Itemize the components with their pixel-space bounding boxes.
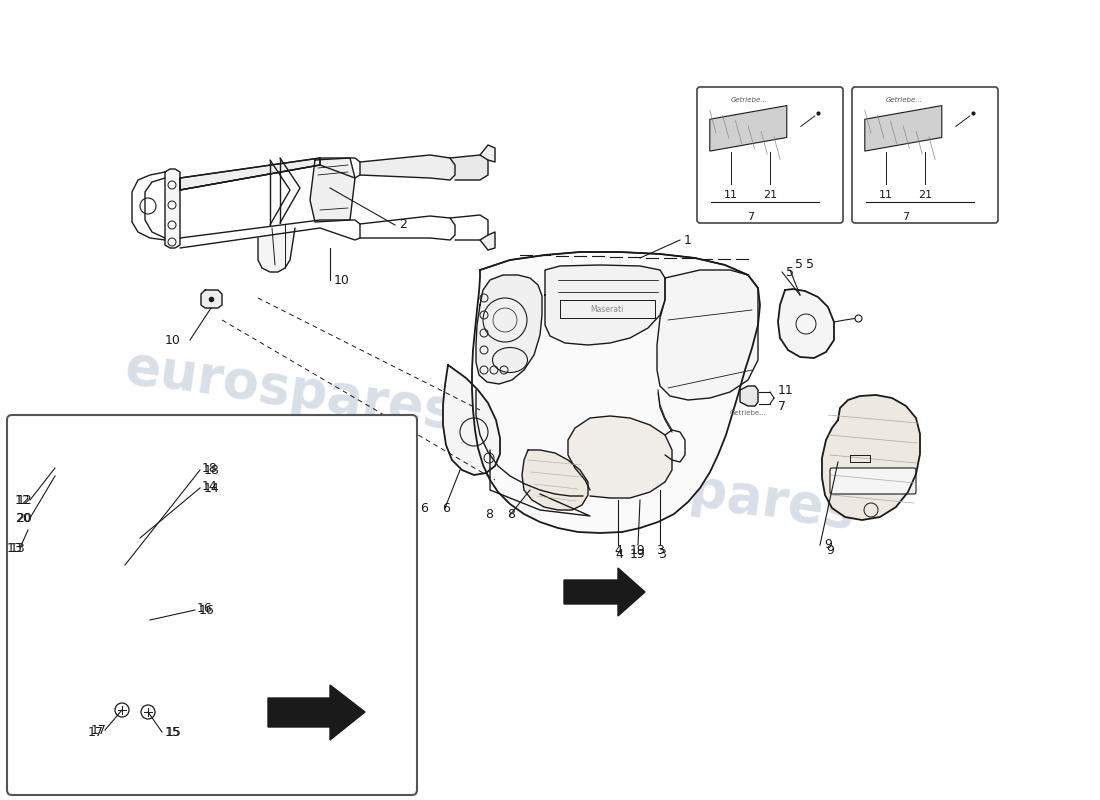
Text: 8: 8	[507, 509, 515, 522]
Polygon shape	[180, 158, 320, 190]
Text: 4: 4	[614, 543, 622, 557]
Text: 3: 3	[656, 543, 664, 557]
Polygon shape	[360, 155, 455, 180]
Text: 5: 5	[786, 266, 794, 278]
Polygon shape	[443, 365, 500, 475]
Text: 9: 9	[826, 543, 834, 557]
Text: 4: 4	[615, 549, 623, 562]
Text: 21: 21	[917, 190, 932, 200]
Text: Getriebe...: Getriebe...	[729, 410, 767, 416]
Text: 8: 8	[485, 509, 493, 522]
Polygon shape	[568, 416, 672, 498]
Polygon shape	[165, 169, 180, 248]
Text: 19: 19	[630, 543, 646, 557]
Polygon shape	[36, 450, 55, 468]
Text: Maserati: Maserati	[591, 305, 624, 314]
Polygon shape	[822, 395, 920, 520]
Text: 17: 17	[88, 726, 103, 738]
Text: 15: 15	[166, 726, 182, 738]
Text: 12: 12	[15, 494, 31, 506]
Polygon shape	[480, 145, 495, 162]
Text: 14: 14	[204, 482, 220, 494]
Text: 18: 18	[204, 463, 220, 477]
Polygon shape	[710, 106, 786, 151]
Text: 11: 11	[879, 190, 893, 200]
Text: 1: 1	[684, 234, 692, 246]
Polygon shape	[258, 228, 295, 272]
Text: 7: 7	[778, 399, 786, 413]
Text: 2: 2	[399, 218, 407, 231]
Text: 20: 20	[15, 511, 31, 525]
Text: 10: 10	[334, 274, 350, 286]
Polygon shape	[657, 270, 758, 400]
Polygon shape	[88, 476, 185, 565]
Text: 13: 13	[10, 542, 25, 554]
Text: 13: 13	[7, 542, 22, 554]
Text: 5: 5	[795, 258, 803, 271]
Polygon shape	[564, 568, 645, 616]
Polygon shape	[104, 447, 124, 468]
Polygon shape	[480, 232, 495, 250]
Text: 14: 14	[202, 479, 218, 493]
Polygon shape	[80, 540, 186, 620]
Polygon shape	[268, 685, 365, 740]
Polygon shape	[28, 518, 88, 538]
Text: 3: 3	[658, 549, 666, 562]
Polygon shape	[15, 518, 28, 542]
Text: 16: 16	[197, 602, 212, 614]
Polygon shape	[126, 620, 154, 676]
Text: 19: 19	[630, 549, 646, 562]
Polygon shape	[450, 155, 488, 180]
Polygon shape	[55, 452, 104, 492]
Text: eurospares: eurospares	[521, 441, 858, 539]
Text: 10: 10	[165, 334, 180, 346]
Text: 11: 11	[724, 190, 738, 200]
FancyBboxPatch shape	[830, 468, 916, 494]
Text: Getriebe...: Getriebe...	[730, 98, 768, 103]
Polygon shape	[88, 480, 182, 538]
Text: 17: 17	[91, 723, 107, 737]
Polygon shape	[476, 275, 542, 384]
Text: 18: 18	[202, 462, 218, 474]
FancyBboxPatch shape	[7, 415, 417, 795]
Text: 15: 15	[165, 726, 180, 738]
Text: 20: 20	[16, 511, 32, 525]
Text: eurospares: eurospares	[121, 341, 459, 439]
Text: 5: 5	[806, 258, 814, 271]
Polygon shape	[740, 386, 758, 406]
Text: 21: 21	[763, 190, 777, 200]
FancyBboxPatch shape	[697, 87, 843, 223]
Text: 9: 9	[824, 538, 832, 551]
FancyBboxPatch shape	[852, 87, 998, 223]
Text: 12: 12	[16, 494, 32, 506]
Polygon shape	[472, 252, 760, 533]
Polygon shape	[310, 158, 355, 222]
Text: 7: 7	[747, 212, 754, 222]
Text: 7: 7	[902, 212, 909, 222]
Text: 6: 6	[442, 502, 450, 514]
Polygon shape	[778, 289, 834, 358]
Polygon shape	[544, 265, 666, 345]
Text: 11: 11	[778, 383, 794, 397]
Polygon shape	[201, 290, 222, 308]
Polygon shape	[865, 106, 942, 151]
Polygon shape	[522, 450, 588, 510]
Text: Getriebe...: Getriebe...	[886, 98, 923, 103]
Text: 6: 6	[420, 502, 428, 514]
Text: 16: 16	[199, 603, 214, 617]
